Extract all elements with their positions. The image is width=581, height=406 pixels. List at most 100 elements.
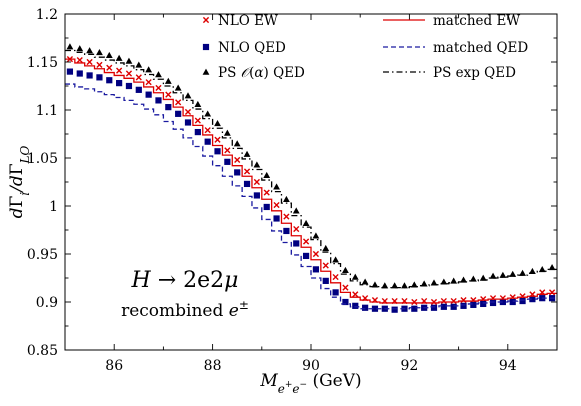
annotation-process: H → 2e2μ	[131, 268, 239, 293]
point-nlo-qed-45	[509, 298, 516, 306]
point-ps-qed-14	[204, 110, 212, 117]
point-ps-qed-38	[440, 278, 448, 285]
y-axis-label: dΓi/dΓLO	[7, 145, 32, 218]
point-nlo-qed-21	[273, 215, 280, 222]
point-ps-qed-30	[361, 278, 369, 285]
point-ps-qed-40	[460, 276, 467, 283]
point-nlo-qed-24	[302, 252, 310, 260]
point-nlo-ew-7	[135, 74, 142, 81]
point-ps-qed-28	[342, 266, 349, 274]
axis-labels: Me+e− (GeV) dΓi/dΓLO	[7, 145, 362, 396]
point-nlo-ew-18	[243, 168, 251, 175]
point-ps-qed-33	[391, 282, 399, 289]
point-nlo-ew-13	[194, 117, 201, 124]
x-axis-label: Me+e− (GeV)	[259, 371, 361, 396]
legend-label-matched-ew: matched EW	[433, 13, 520, 29]
point-nlo-qed-47	[529, 296, 536, 303]
point-ps-qed-48	[538, 265, 546, 273]
point-nlo-qed-15	[214, 148, 221, 155]
point-nlo-ew-20	[263, 189, 270, 196]
legend-label-nlo-qed: NLO QED	[218, 40, 286, 56]
point-ps-qed-15	[214, 120, 221, 127]
point-ps-qed-29	[351, 273, 359, 280]
x-tick-label-92: 92	[400, 358, 418, 374]
point-nlo-qed-19	[253, 192, 260, 199]
point-ps-qed-10	[164, 77, 172, 84]
series-ps-qed	[66, 43, 556, 289]
legend-label-matched-qed: matched QED	[433, 40, 528, 56]
point-ps-qed-8	[145, 66, 153, 73]
point-ps-qed-21	[273, 183, 280, 190]
point-nlo-ew-19	[253, 178, 260, 186]
point-nlo-ew-3	[96, 61, 103, 68]
point-nlo-qed-37	[430, 304, 438, 311]
point-nlo-ew-22	[283, 213, 290, 220]
point-nlo-qed-31	[371, 305, 379, 312]
series-matched-qed	[65, 83, 557, 310]
y-tick-label-1.15: 1.15	[27, 55, 58, 71]
chart-marks	[65, 43, 557, 313]
y-tick-label-1.2: 1.2	[36, 7, 58, 23]
point-ps-qed-17	[233, 140, 241, 147]
series-nlo-ew	[66, 56, 556, 306]
point-ps-qed-37	[430, 279, 438, 286]
point-nlo-qed-9	[155, 97, 162, 104]
point-ps-qed-45	[509, 270, 517, 277]
legend-label-ps-qed: PS 𝒪(α) QED	[218, 65, 305, 81]
point-nlo-qed-28	[342, 298, 349, 306]
point-nlo-ew-23	[293, 225, 300, 233]
point-ps-qed-35	[410, 281, 418, 288]
point-ps-qed-44	[499, 271, 507, 278]
point-ps-qed-11	[174, 84, 182, 91]
point-nlo-ew-11	[175, 99, 182, 106]
x-tick-label-86: 86	[105, 358, 123, 374]
point-nlo-qed-10	[165, 104, 172, 111]
point-ps-qed-43	[489, 272, 497, 279]
point-nlo-qed-27	[332, 289, 339, 296]
point-ps-qed-27	[332, 256, 339, 263]
series-ps-exp-qed	[65, 49, 557, 289]
point-nlo-ew-15	[214, 136, 221, 143]
point-ps-qed-12	[184, 92, 192, 99]
point-nlo-qed-14	[204, 138, 211, 145]
point-ps-qed-24	[302, 219, 310, 226]
point-nlo-qed-8	[145, 91, 152, 98]
point-nlo-ew-26	[322, 262, 329, 269]
point-ps-qed-25	[312, 232, 320, 239]
legend-swatch-nlo-qed	[202, 43, 210, 51]
point-nlo-qed-12	[184, 119, 192, 126]
point-nlo-ew-38	[440, 297, 447, 305]
point-ps-qed-18	[243, 150, 251, 157]
point-nlo-ew-8	[145, 79, 152, 86]
point-ps-qed-41	[469, 275, 477, 282]
point-nlo-ew-29	[352, 291, 359, 298]
point-nlo-ew-24	[302, 238, 310, 245]
legend-label-ps-exp-qed: PS exp QED	[433, 65, 516, 81]
point-nlo-qed-35	[411, 305, 418, 312]
point-nlo-qed-44	[499, 298, 506, 306]
point-ps-qed-7	[135, 61, 143, 68]
y-tick-label-0.95: 0.95	[27, 247, 58, 263]
x-tick-label-94: 94	[499, 358, 517, 374]
point-nlo-qed-40	[460, 302, 467, 309]
y-tick-label-0.85: 0.85	[27, 343, 58, 359]
point-nlo-qed-39	[450, 303, 457, 310]
point-nlo-qed-25	[312, 266, 320, 273]
point-nlo-ew-5	[116, 67, 123, 74]
point-nlo-ew-14	[204, 127, 211, 134]
point-ps-qed-34	[401, 282, 408, 289]
point-nlo-ew-40	[460, 296, 467, 304]
point-ps-qed-0	[66, 43, 74, 50]
point-nlo-ew-16	[224, 147, 231, 154]
point-nlo-ew-9	[155, 84, 162, 92]
point-nlo-qed-33	[391, 306, 398, 313]
point-ps-qed-4	[105, 51, 113, 58]
point-nlo-qed-17	[234, 169, 241, 176]
point-ps-qed-6	[125, 57, 133, 64]
step-line-matched-qed	[65, 83, 557, 310]
point-nlo-ew-27	[332, 273, 339, 281]
point-ps-qed-3	[96, 49, 103, 56]
x-tick-label-90: 90	[302, 358, 320, 374]
point-nlo-ew-12	[184, 108, 192, 116]
